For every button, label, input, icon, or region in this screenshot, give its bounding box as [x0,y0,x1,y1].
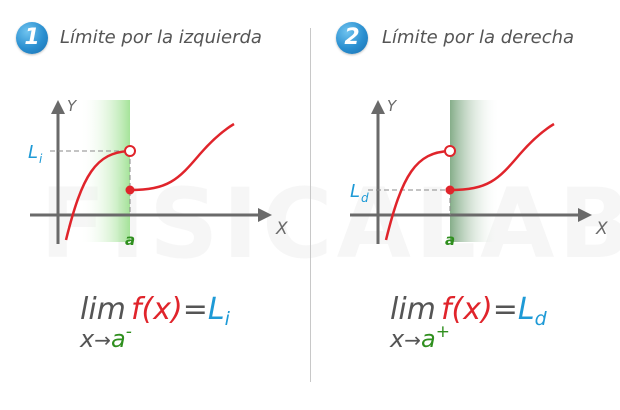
formula-equals: = [182,292,208,327]
formula-left-limit: lim f(x)=Li [80,292,230,330]
number-badge-2: 2 [336,22,368,54]
formula-limit-subscript: i [224,308,230,330]
curve-right-branch [129,122,235,192]
panel-left-limit: 1 Límite por la izquierda Y X a L i lim … [16,22,288,353]
y-axis-label: Y [387,97,398,115]
open-point [444,145,456,157]
approach-arrow-icon: → [94,328,111,352]
formula-limit: L [517,292,535,327]
open-point [124,145,136,157]
formula-limit: L [207,292,225,327]
a-point-label: a [125,231,135,249]
x-axis-arrow-icon [258,208,272,222]
limit-value-subscript: d [361,191,369,205]
x-axis-label: X [595,219,608,239]
x-axis-label: X [275,219,288,239]
formula-function: f(x) [441,292,493,327]
approach-point: a [110,325,126,353]
formula-left-approach: x→a- [80,322,132,353]
graph-right-limit: Y X a L d [350,97,608,249]
formula-lim: lim [390,292,436,327]
y-axis-arrow-icon [371,100,385,114]
approach-sign: - [125,322,132,342]
limit-value-label: L [28,142,38,163]
formula-lim: lim [80,292,126,327]
curve-right-branch [449,122,555,192]
approach-arrow-icon: → [404,328,421,352]
approach-sign: + [435,322,450,342]
y-axis-label: Y [67,97,78,115]
formula-right-approach: x→a+ [390,322,450,353]
graph-left-limit: Y X a L i [28,97,288,249]
panel-divider [310,28,311,382]
limit-value-subscript: i [39,152,43,166]
heading-left-limit: Límite por la izquierda [60,27,262,48]
x-axis-arrow-icon [578,208,592,222]
formula-function: f(x) [131,292,183,327]
curve-left-branch [64,149,131,241]
panel-right-limit: 2 Límite por la derecha Y X a L d lim f(… [310,0,620,410]
formula-right-limit: lim f(x)=Ld [390,292,547,330]
formula-equals: = [492,292,518,327]
curve-left-branch [384,149,451,241]
limit-value-label: L [350,181,360,202]
approach-variable: x [80,325,95,353]
heading-right-limit: Límite por la derecha [382,27,575,48]
formula-limit-subscript: d [534,308,547,330]
filled-point [125,185,135,195]
a-point-label: a [445,231,455,249]
filled-point [445,185,455,195]
approach-region-right [450,100,500,242]
approach-region-left [80,100,130,242]
approach-point: a [420,325,436,353]
number-badge-1: 1 [16,22,48,54]
y-axis-arrow-icon [51,100,65,114]
approach-variable: x [390,325,405,353]
